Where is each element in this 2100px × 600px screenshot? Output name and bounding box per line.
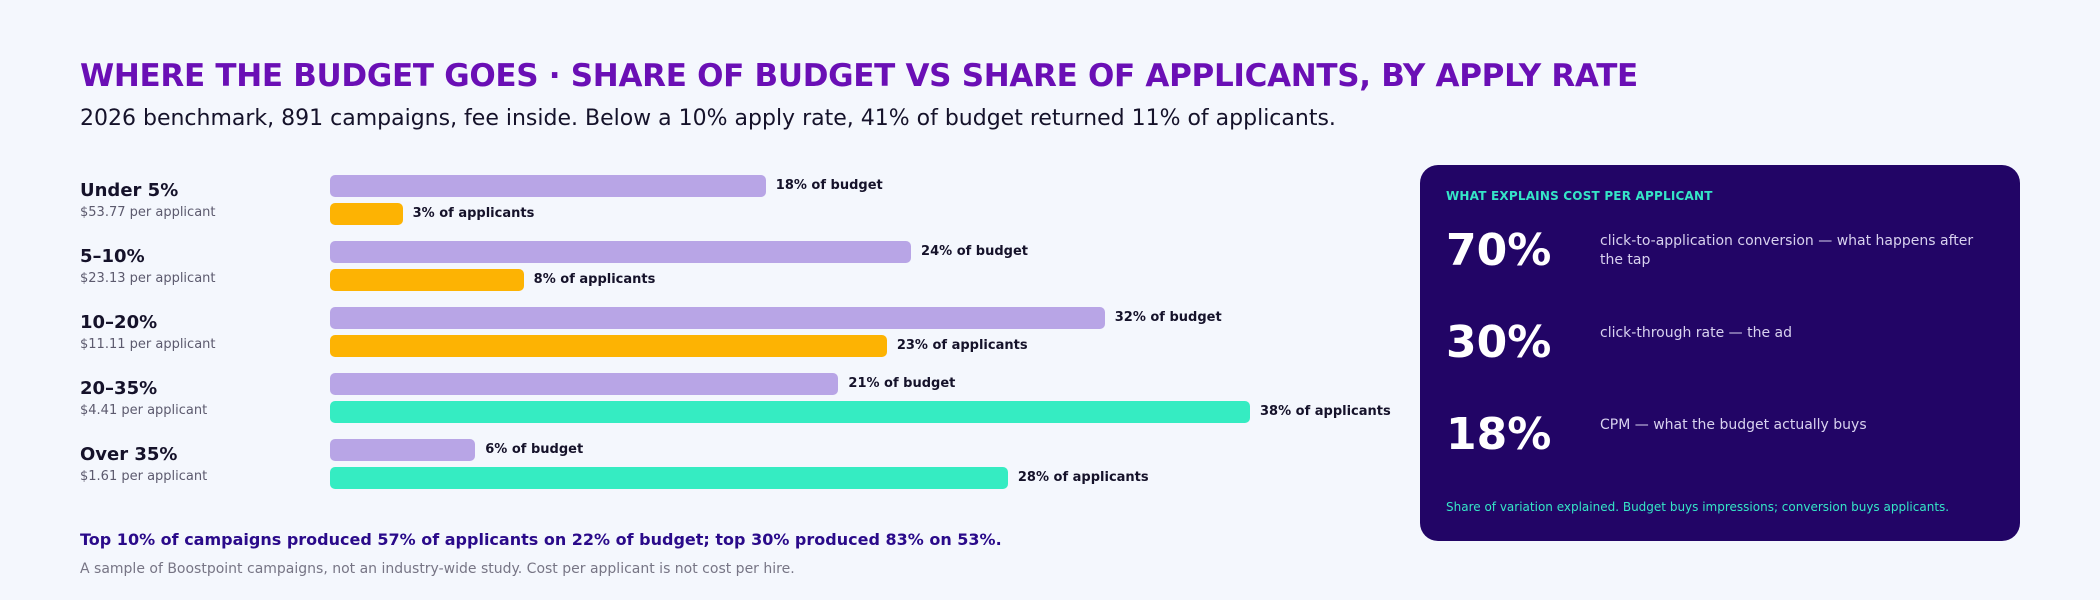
- applicants-bar: [330, 203, 403, 225]
- category-label: 10–20%: [80, 312, 158, 333]
- stat-desc-ctr: click-through rate — the ad: [1600, 325, 1793, 341]
- applicants-bar-label: 3% of applicants: [412, 206, 535, 221]
- caption-note: A sample of Boostpoint campaigns, not an…: [80, 561, 795, 577]
- category-cost-per-applicant: $53.77 per applicant: [80, 205, 216, 220]
- budget-bar: [330, 439, 476, 461]
- budget-bar-label: 21% of budget: [848, 376, 956, 391]
- stat-desc-cpm: CPM — what the budget actually buys: [1600, 417, 1867, 433]
- budget-bar-label: 32% of budget: [1114, 310, 1222, 325]
- budget-bar-label: 18% of budget: [775, 178, 883, 193]
- stat-desc-conversion: click-to-application conversion — what h…: [1600, 233, 1974, 268]
- budget-bar-label: 24% of budget: [921, 244, 1029, 259]
- budget-bar: [330, 241, 912, 263]
- stat-value-ctr: 30%: [1446, 317, 1552, 368]
- applicants-bar: [330, 401, 1250, 423]
- applicants-bar: [330, 467, 1008, 489]
- applicants-bar-label: 8% of applicants: [533, 272, 656, 287]
- highlight-note: Top 10% of campaigns produced 57% of app…: [80, 530, 1002, 549]
- stat-value-cpm: 18%: [1446, 409, 1552, 460]
- page-subtitle: 2026 benchmark, 891 campaigns, fee insid…: [80, 106, 1336, 131]
- applicants-bar-label: 28% of applicants: [1017, 470, 1149, 485]
- explainer-panel: WHAT EXPLAINS COST PER APPLICANT 70% cli…: [1420, 165, 2020, 541]
- page-title: WHERE THE BUDGET GOES · SHARE OF BUDGET …: [80, 58, 1638, 94]
- category-label: Under 5%: [80, 180, 179, 201]
- budget-bar: [330, 373, 839, 395]
- category-cost-per-applicant: $11.11 per applicant: [80, 337, 216, 352]
- budget-bar: [330, 307, 1105, 329]
- budget-vs-applicants-chart: Under 5% $53.77 per applicant 18% of budge…: [80, 175, 1391, 489]
- category-label: Over 35%: [80, 444, 178, 465]
- applicants-bar-label: 23% of applicants: [896, 338, 1028, 353]
- category-cost-per-applicant: $23.13 per applicant: [80, 271, 216, 286]
- category-label: 5–10%: [80, 246, 145, 267]
- applicants-bar: [330, 269, 524, 291]
- budget-bar-label: 6% of budget: [485, 442, 584, 457]
- category-cost-per-applicant: $4.41 per applicant: [80, 403, 208, 418]
- category-label: 20–35%: [80, 378, 158, 399]
- stat-value-conversion: 70%: [1446, 225, 1552, 276]
- panel-title: WHAT EXPLAINS COST PER APPLICANT: [1446, 189, 1713, 203]
- category-cost-per-applicant: $1.61 per applicant: [80, 469, 208, 484]
- applicants-bar-label: 38% of applicants: [1260, 404, 1391, 419]
- panel-footer: Share of variation explained. Budget buy…: [1446, 500, 1950, 514]
- applicants-bar: [330, 335, 887, 357]
- budget-bar: [330, 175, 766, 197]
